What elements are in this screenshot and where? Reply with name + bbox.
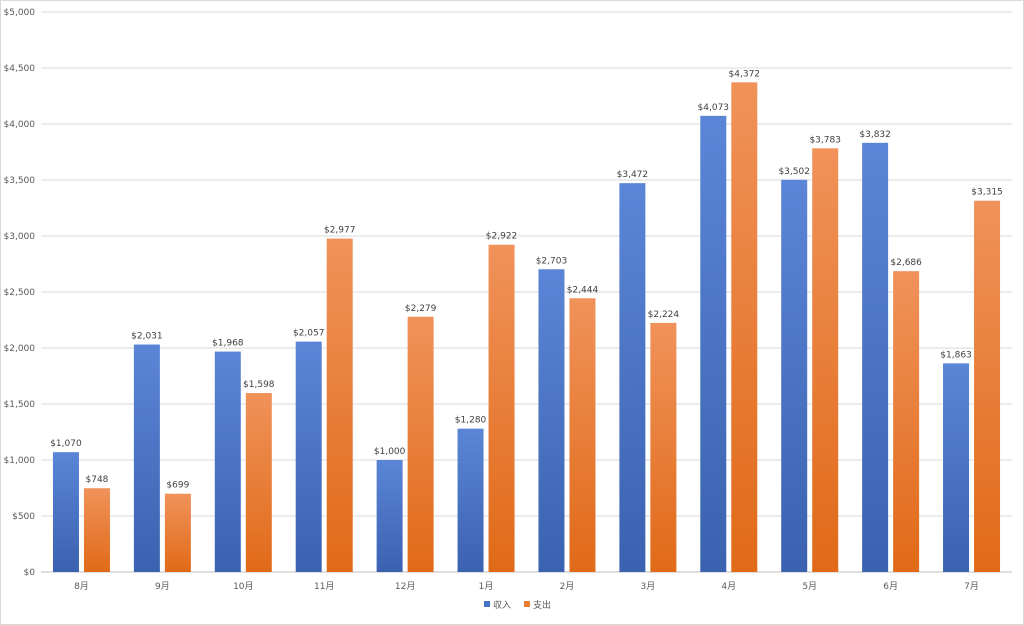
- x-tick-label: 9月: [155, 581, 170, 592]
- x-tick-label: 10月: [233, 581, 253, 592]
- data-label: $1,000: [374, 447, 406, 457]
- x-tick-label: 3月: [641, 581, 656, 592]
- data-label: $2,686: [890, 258, 922, 268]
- x-tick-label: 4月: [721, 581, 736, 592]
- data-labels: $1,070 $748 $2,031 $699 $1,968 $1,598 $2,057 $2…: [50, 69, 1003, 490]
- data-label: $2,444: [567, 285, 599, 295]
- y-tick-label: $500: [12, 512, 35, 522]
- bar-expense: [812, 148, 839, 572]
- data-label: $2,057: [293, 329, 325, 339]
- y-tick-label: $4,500: [4, 64, 36, 74]
- bar-expense: [650, 322, 677, 572]
- bar-expense: [731, 82, 758, 572]
- data-label: $1,598: [243, 380, 275, 390]
- data-label: $2,977: [324, 226, 356, 236]
- bar-expense: [83, 488, 110, 572]
- data-label: $2,279: [405, 304, 437, 314]
- x-tick-label: 11月: [314, 581, 334, 592]
- y-tick-label: $3,500: [4, 176, 36, 186]
- bar-income: [457, 428, 484, 572]
- bar-expense: [974, 200, 1001, 572]
- bar-income: [700, 115, 727, 572]
- y-tick-label: $3,000: [4, 232, 36, 242]
- data-label: $2,224: [648, 310, 680, 320]
- x-axis: 8月 9月 10月 11月 12月 1月 2月 3月 4月 5月 6月 7月: [74, 581, 979, 592]
- data-label: $3,315: [971, 188, 1003, 198]
- data-label: $748: [86, 475, 109, 485]
- bar-expense: [164, 493, 191, 572]
- legend-swatch: [484, 601, 490, 607]
- x-tick-label: 6月: [883, 581, 898, 592]
- bar-income: [376, 460, 403, 572]
- data-label: $1,968: [212, 339, 244, 349]
- legend-label: 収入: [493, 599, 511, 611]
- legend: 収入 支出: [484, 599, 551, 611]
- data-label: $3,783: [809, 135, 841, 145]
- data-label: $3,832: [859, 130, 891, 140]
- data-label: $1,863: [940, 350, 972, 360]
- data-label: $4,073: [698, 103, 730, 113]
- x-tick-label: 2月: [560, 581, 575, 592]
- data-label: $2,703: [536, 256, 568, 266]
- gridlines: [41, 11, 1012, 573]
- y-tick-label: $2,000: [4, 344, 36, 354]
- x-tick-label: 8月: [74, 581, 89, 592]
- y-tick-label: $0: [24, 568, 36, 578]
- x-tick-label: 7月: [964, 581, 979, 592]
- data-label: $2,031: [131, 332, 163, 342]
- bar-income: [619, 183, 646, 573]
- bar-income: [52, 452, 79, 572]
- y-tick-label: $2,500: [4, 288, 36, 298]
- bar-expense: [893, 271, 920, 572]
- bar-income: [943, 363, 970, 572]
- bar-income: [133, 344, 160, 572]
- y-axis: $0 $500 $1,000 $1,500 $2,000 $2,500 $3,000 $3,5…: [4, 8, 36, 578]
- legend-label: 支出: [533, 599, 551, 611]
- bar-income: [214, 351, 241, 572]
- bar-expense: [407, 316, 434, 572]
- y-tick-label: $4,000: [4, 120, 36, 130]
- data-label: $1,070: [50, 439, 82, 449]
- data-label: $699: [166, 481, 189, 491]
- bar-income: [538, 269, 565, 572]
- y-tick-label: $1,500: [4, 400, 36, 410]
- bar-expense: [245, 393, 272, 572]
- y-tick-label: $1,000: [4, 456, 36, 466]
- x-tick-label: 12月: [395, 581, 415, 592]
- bar-expense: [488, 244, 515, 572]
- legend-swatch: [524, 601, 530, 607]
- bar-income: [295, 341, 322, 572]
- bar-expense: [326, 238, 353, 573]
- data-label: $2,922: [486, 232, 518, 242]
- bar-income: [862, 142, 889, 573]
- data-label: $4,372: [729, 69, 761, 79]
- x-tick-label: 5月: [802, 581, 817, 592]
- data-label: $3,502: [778, 167, 810, 177]
- bar-income: [781, 179, 808, 572]
- bar-expense: [569, 298, 596, 572]
- data-label: $3,472: [617, 170, 649, 180]
- x-tick-label: 1月: [479, 581, 494, 592]
- y-tick-label: $5,000: [4, 8, 36, 18]
- data-label: $1,280: [455, 416, 487, 426]
- bars: [52, 82, 1001, 573]
